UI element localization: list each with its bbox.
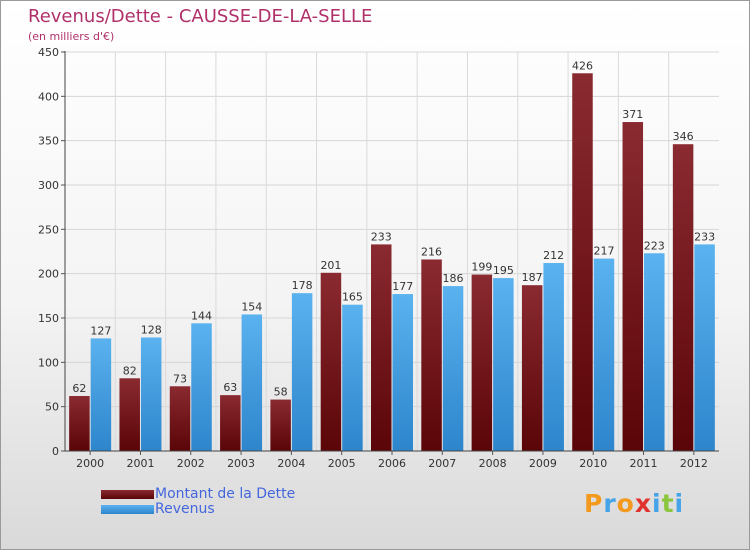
bar-revenus <box>593 258 615 451</box>
bar-dette <box>220 395 241 451</box>
bar-dette <box>69 396 90 451</box>
legend-swatch-debt <box>101 490 154 499</box>
bar-value-label: 62 <box>72 382 86 395</box>
bar-revenus <box>291 293 313 451</box>
bar-value-label: 426 <box>572 59 593 72</box>
bar-value-label: 195 <box>493 264 514 277</box>
logo-letter: x <box>634 489 652 518</box>
bar-revenus <box>342 304 363 451</box>
y-tick-label: 400 <box>38 90 59 103</box>
x-tick-label: 2005 <box>328 457 356 470</box>
y-tick-label: 0 <box>52 445 59 458</box>
bar-value-label: 177 <box>392 280 413 293</box>
bar-value-label: 58 <box>274 386 288 399</box>
legend-label-revenus: Revenus <box>155 501 215 517</box>
bar-revenus <box>140 337 162 451</box>
logo-letter: r <box>603 489 617 518</box>
bar-revenus <box>442 286 464 451</box>
logo-letter: i <box>652 489 662 518</box>
bar-revenus <box>694 244 715 451</box>
y-tick-label: 150 <box>38 312 59 325</box>
bar-dette <box>169 386 191 451</box>
bar-revenus <box>543 263 564 451</box>
bar-revenus <box>644 253 665 451</box>
bars: 62 127 82 128 73 144 63 154 58 178 201 165 233 177 216… <box>69 59 715 452</box>
bar-value-label: 216 <box>421 245 442 258</box>
bar-dette <box>572 73 593 451</box>
bar-value-label: 233 <box>371 230 392 243</box>
legend-item-revenus: Revenus <box>101 502 295 517</box>
y-tick-label: 450 <box>38 46 59 59</box>
x-tick-label: 2002 <box>177 457 205 470</box>
y-tick-label: 50 <box>45 401 59 414</box>
y-tick-label: 250 <box>38 223 59 236</box>
bar-dette <box>521 285 543 451</box>
bar-value-label: 201 <box>320 259 341 272</box>
axes: 0 50 100 150 200 250 300 350 400 450 2000 2001 2002 2… <box>38 46 719 470</box>
legend-item-debt: Montant de la Dette <box>101 487 295 502</box>
x-tick-label: 2010 <box>579 457 607 470</box>
bar-revenus <box>241 314 263 451</box>
bar-dette <box>119 378 140 451</box>
bar-value-label: 82 <box>123 364 137 377</box>
bar-value-label: 127 <box>90 324 111 337</box>
logo-letter: t <box>661 489 675 518</box>
y-tick-label: 350 <box>38 135 59 148</box>
legend-swatch-revenus <box>101 505 154 514</box>
x-tick-label: 2011 <box>630 457 658 470</box>
bar-value-label: 223 <box>644 239 665 252</box>
legend: Montant de la Dette Revenus <box>101 487 295 517</box>
grid-lines <box>65 51 719 451</box>
bar-revenus <box>493 278 514 451</box>
bar-revenus <box>191 323 212 451</box>
bar-value-label: 73 <box>173 372 187 385</box>
x-tick-label: 2008 <box>479 457 507 470</box>
logo-letter: P <box>584 489 604 518</box>
x-tick-label: 2012 <box>680 457 708 470</box>
bar-value-label: 187 <box>522 271 543 284</box>
bar-dette <box>471 274 493 451</box>
bar-dette <box>421 259 442 451</box>
bar-dette <box>672 144 694 452</box>
bar-dette <box>622 122 644 452</box>
x-tick-label: 2000 <box>76 457 104 470</box>
x-tick-label: 2009 <box>529 457 557 470</box>
x-tick-label: 2006 <box>378 457 406 470</box>
logo-letter: i <box>674 489 685 518</box>
bar-value-label: 199 <box>471 261 492 274</box>
bar-revenus <box>90 338 112 451</box>
bar-dette <box>371 244 392 451</box>
x-tick-label: 2004 <box>277 457 305 470</box>
logo-letter: o <box>616 489 635 518</box>
bar-value-label: 217 <box>593 245 614 258</box>
y-tick-label: 300 <box>38 179 59 192</box>
bar-value-label: 128 <box>141 324 162 337</box>
bar-dette <box>270 399 291 451</box>
x-tick-label: 2001 <box>126 457 154 470</box>
bar-value-label: 165 <box>342 291 363 304</box>
bar-value-label: 144 <box>191 309 212 322</box>
bar-value-label: 346 <box>673 130 694 143</box>
bar-value-label: 178 <box>292 279 313 292</box>
y-tick-label: 100 <box>38 356 59 369</box>
y-tick-label: 200 <box>38 268 59 281</box>
bar-value-label: 212 <box>543 249 564 262</box>
bar-value-label: 63 <box>223 381 237 394</box>
chart-unit-label: (en milliers d'€) <box>28 30 115 43</box>
chart-title: Revenus/Dette - CAUSSE-DE-LA-SELLE <box>28 6 373 27</box>
x-tick-label: 2003 <box>227 457 255 470</box>
proxiti-logo: Proxiti <box>584 489 684 518</box>
x-tick-label: 2007 <box>428 457 456 470</box>
legend-label-debt: Montant de la Dette <box>155 486 296 502</box>
bar-value-label: 371 <box>622 108 643 121</box>
bar-value-label: 154 <box>241 300 262 313</box>
bar-value-label: 186 <box>443 272 464 285</box>
bar-value-label: 233 <box>694 230 715 243</box>
bar-revenus <box>392 294 413 451</box>
bar-dette <box>320 272 342 451</box>
